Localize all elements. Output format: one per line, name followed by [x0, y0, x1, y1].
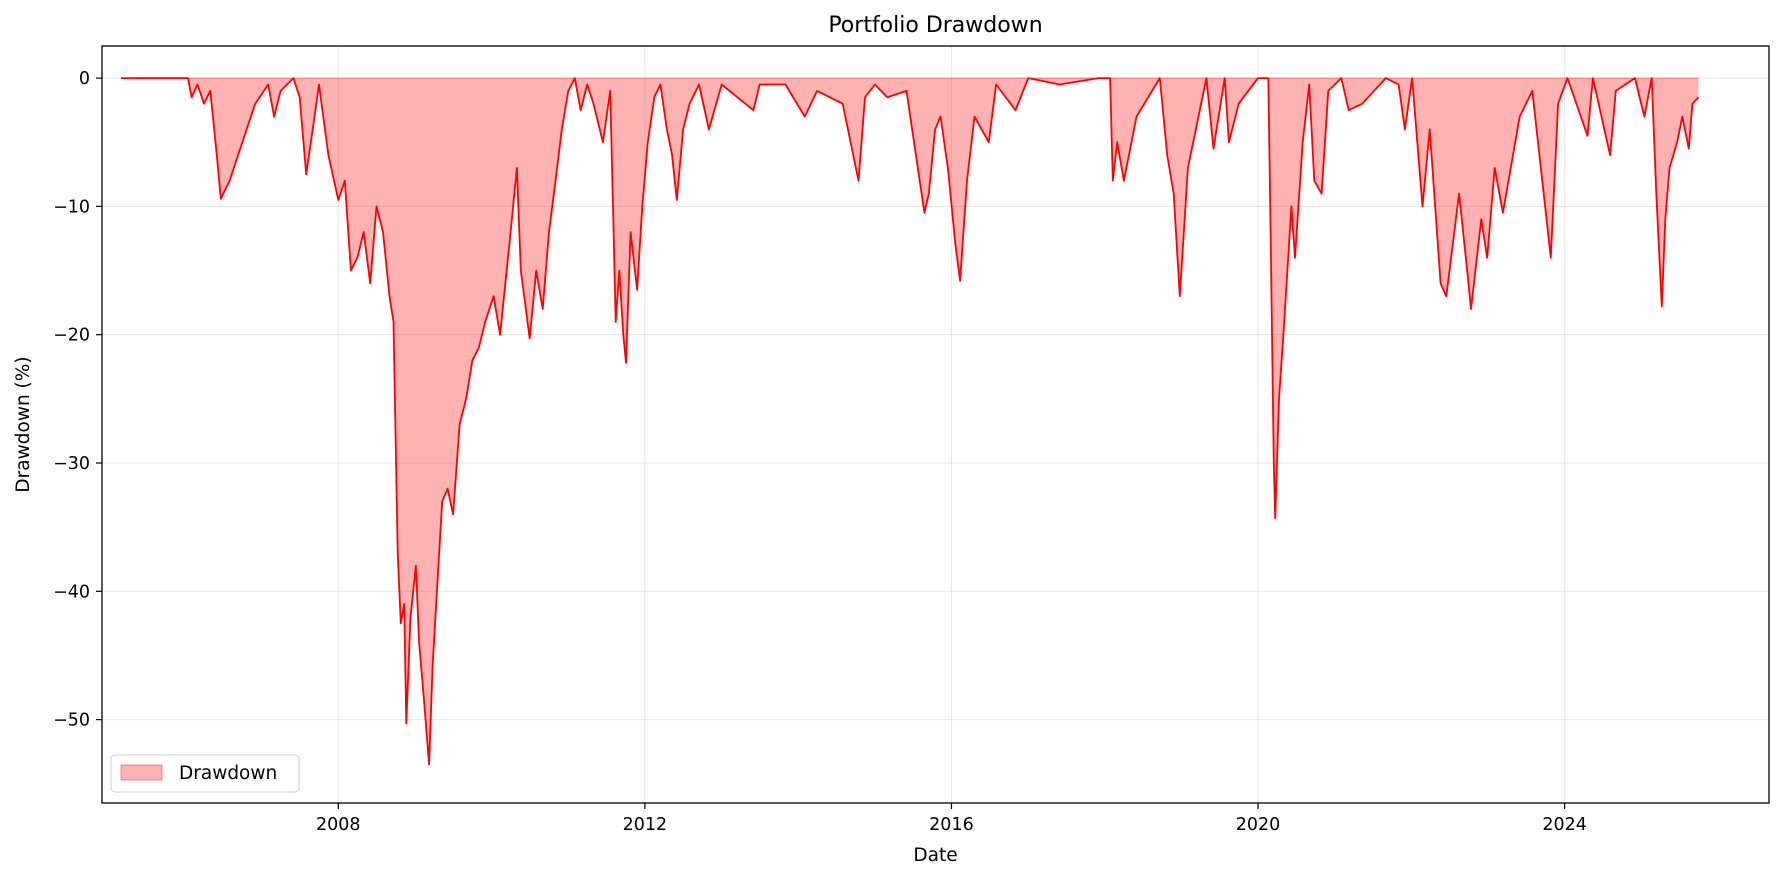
- y-tick-label: −50: [53, 711, 90, 731]
- chart-title: Portfolio Drawdown: [828, 13, 1042, 38]
- x-tick-label: 2016: [929, 815, 974, 835]
- legend-label-drawdown: Drawdown: [179, 763, 277, 784]
- x-axis-label: Date: [913, 845, 957, 866]
- x-tick-label: 2012: [623, 815, 668, 835]
- y-tick-label: −40: [53, 582, 90, 602]
- legend-swatch: [120, 764, 163, 781]
- drawdown-area: [120, 78, 1699, 765]
- x-tick-label: 2008: [316, 815, 361, 835]
- y-axis-label: Drawdown (%): [13, 356, 34, 492]
- plot-frame: [101, 45, 1770, 804]
- x-axis-ticks: 2008 2012 2016 2020 2024: [316, 803, 1587, 835]
- y-tick-label: −30: [53, 454, 90, 474]
- y-tick-label: 0: [79, 69, 90, 89]
- plot-data: [120, 77, 1700, 766]
- legend-box: [110, 754, 300, 793]
- x-tick-label: 2020: [1236, 815, 1281, 835]
- y-tick-label: −20: [53, 326, 90, 346]
- y-tick-label: −10: [53, 197, 90, 217]
- y-axis-ticks: 0 −10 −20 −30 −40 −50: [53, 69, 102, 731]
- x-tick-label: 2024: [1542, 815, 1587, 835]
- drawdown-line: [120, 77, 1700, 766]
- legend: Drawdown: [110, 754, 300, 793]
